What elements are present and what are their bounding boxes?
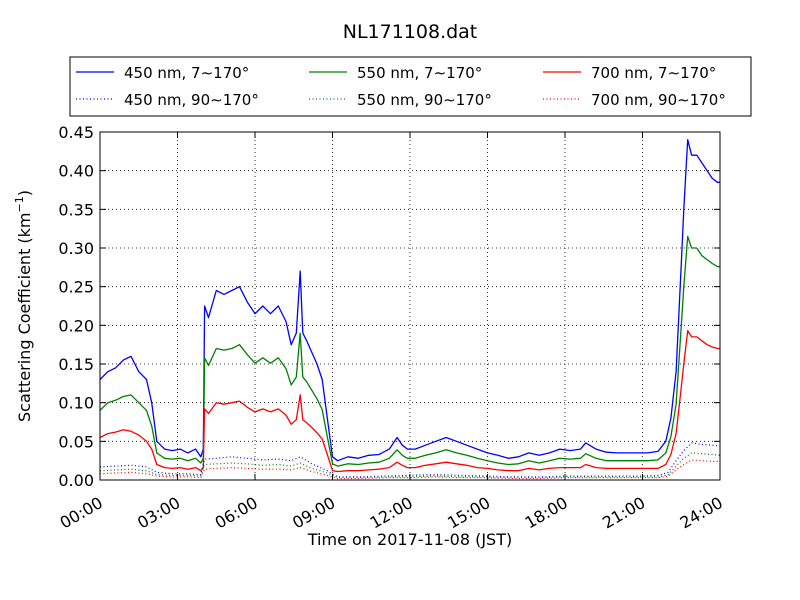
legend-label: 450 nm, 90∼170° (124, 91, 259, 109)
series-line (99, 330, 720, 473)
y-tick-label: 0.05 (58, 432, 94, 451)
legend-label: 700 nm, 7∼170° (591, 64, 716, 82)
y-tick-label: 0.35 (58, 200, 94, 219)
axis-ticks: 00:00 03:00 06:00 09:00 12:00 15:00 18:00 21:00… (57, 123, 726, 533)
grid (100, 132, 720, 480)
legend-label: 550 nm, 7∼170° (357, 64, 482, 82)
y-axis-label: Scattering Coefficient (km−1) (13, 190, 34, 422)
x-tick-label: 21:00 (599, 493, 648, 533)
y-tick-label: 0.20 (58, 316, 94, 335)
legend-label: 700 nm, 90∼170° (591, 91, 726, 109)
chart-title: NL171108.dat (343, 21, 478, 43)
plot-series (99, 139, 721, 480)
series-line (99, 139, 720, 462)
legend-box (69, 56, 752, 117)
x-tick-label: 00:00 (57, 493, 106, 533)
series-line (99, 459, 720, 480)
x-tick-label: 06:00 (212, 493, 261, 533)
y-tick-label: 0.10 (58, 394, 94, 413)
legend: 450 nm, 7∼170° 550 nm, 7∼170° 700 nm, 7∼17… (69, 56, 752, 117)
y-axis-label-exponent: −1 (13, 196, 26, 212)
y-tick-label: 0.15 (58, 355, 94, 374)
y-axis-label-close: ) (15, 190, 34, 196)
x-tick-label: 18:00 (522, 493, 571, 533)
legend-label: 550 nm, 90∼170° (357, 91, 492, 109)
y-tick-label: 0.00 (58, 471, 94, 490)
x-tick-label: 24:00 (677, 493, 726, 533)
y-tick-label: 0.40 (58, 162, 94, 181)
series-line (99, 235, 720, 467)
legend-items: 450 nm, 7∼170° 550 nm, 7∼170° 700 nm, 7∼17… (76, 64, 726, 109)
y-tick-label: 0.30 (58, 239, 94, 258)
x-axis-label: Time on 2017-11-08 (JST) (307, 530, 512, 549)
legend-label: 450 nm, 7∼170° (124, 64, 249, 82)
series-line (99, 452, 721, 479)
y-axis-label-main: Scattering Coefficient (km (15, 212, 34, 422)
x-tick-label: 12:00 (367, 493, 416, 533)
y-tick-label: 0.25 (58, 278, 94, 297)
x-tick-label: 03:00 (134, 493, 183, 533)
y-tick-label: 0.45 (58, 123, 94, 142)
x-tick-label: 15:00 (444, 493, 493, 533)
series-line (99, 442, 721, 478)
x-tick-label: 09:00 (289, 493, 338, 533)
